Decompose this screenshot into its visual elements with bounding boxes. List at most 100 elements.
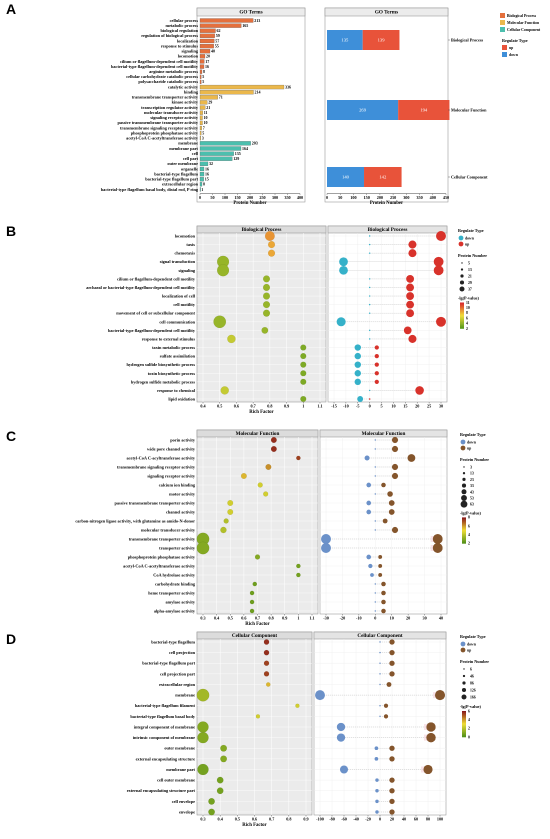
down-point xyxy=(374,529,376,531)
up-point xyxy=(403,326,412,335)
y-tick-label: envelope xyxy=(179,809,195,814)
bar xyxy=(199,171,205,177)
rich-factor-point xyxy=(262,283,271,291)
data-label: 17 xyxy=(205,59,209,64)
colorbar-segment xyxy=(462,533,466,536)
data-label: 140 xyxy=(342,175,350,180)
bar-up xyxy=(398,100,450,120)
colorbar-segment xyxy=(462,715,466,717)
legend-size-dot xyxy=(462,681,466,685)
data-label: 16 xyxy=(205,166,209,171)
colorbar-segment xyxy=(462,728,466,730)
chart-title: GO Terms xyxy=(375,10,398,16)
data-label: 5 xyxy=(202,74,204,79)
legend-size-dot xyxy=(460,268,464,271)
down-point xyxy=(357,396,364,402)
down-point xyxy=(374,583,376,585)
legend-label: 3 xyxy=(470,466,472,470)
down-point xyxy=(354,370,361,377)
legend-label: up xyxy=(467,447,471,451)
panel-letter-a: A xyxy=(6,1,16,17)
down-point xyxy=(379,662,381,664)
legend-label: 6 xyxy=(466,316,468,320)
rich-factor-point xyxy=(213,315,227,329)
x-tick-label: 10 xyxy=(391,404,395,409)
colorbar-segment xyxy=(460,324,464,326)
legend-size-dot xyxy=(462,674,466,678)
data-label: 8 xyxy=(203,69,205,74)
legend-swatch xyxy=(502,52,507,57)
colorbar-segment xyxy=(460,320,464,323)
rich-factor-point xyxy=(300,344,307,351)
data-label: 71 xyxy=(219,95,223,100)
x-tick-label: 10 xyxy=(390,616,394,621)
legend-label: 6 xyxy=(470,668,472,672)
legend-label: down xyxy=(467,643,477,647)
down-point xyxy=(374,466,376,468)
bar xyxy=(199,69,203,74)
y-tick-label: transmembrane signaling receptor activit… xyxy=(120,125,199,130)
up-point xyxy=(408,240,417,249)
legend-label: 4 xyxy=(466,322,468,326)
legend-label: 2 xyxy=(468,727,470,731)
bar xyxy=(199,28,216,33)
bar xyxy=(199,59,205,64)
legend-label: 13 xyxy=(470,472,474,476)
legend-size-dot xyxy=(461,483,467,488)
x-tick-label: 300 xyxy=(272,195,278,200)
legend-label: 33 xyxy=(470,484,474,488)
rich-factor-point xyxy=(262,275,271,283)
down-point xyxy=(379,683,381,686)
legend-label: 8 xyxy=(468,516,470,520)
legend-label: down xyxy=(465,237,475,241)
x-tick-label: 0.6 xyxy=(241,616,246,621)
y-tick-label: calcium ion binding xyxy=(159,482,196,487)
bar xyxy=(199,79,202,85)
down-point xyxy=(374,610,376,612)
down-point xyxy=(366,500,372,506)
y-tick-label: sulfate assimilation xyxy=(160,354,196,359)
y-tick-label: signaling receptor activity xyxy=(150,115,198,120)
legend-swatch xyxy=(500,27,505,32)
data-label: 16 xyxy=(205,64,209,69)
x-tick-label: 5 xyxy=(381,404,383,409)
rich-factor-point xyxy=(227,509,234,515)
x-tick-label: -10 xyxy=(343,404,349,409)
colorbar-segment xyxy=(460,310,464,312)
up-point xyxy=(388,509,395,515)
up-point xyxy=(389,745,395,751)
y-tick-label: intrinsic component of membrane xyxy=(133,735,195,740)
down-point xyxy=(368,563,373,569)
y-tick-label: taxis xyxy=(186,242,195,247)
down-point xyxy=(368,389,371,392)
chart-title: Molecular Function xyxy=(236,431,280,437)
y-tick-label: acetyl-CoA C-acyltransferase activity xyxy=(127,455,196,460)
legend-swatch xyxy=(460,439,466,445)
colorbar-segment xyxy=(462,529,466,531)
legend-label: up xyxy=(465,243,469,247)
y-tick-label: hydrogen sulfide metabolic process xyxy=(131,379,196,384)
colorbar-segment xyxy=(462,528,466,530)
legend-size-dot xyxy=(459,286,465,292)
up-point xyxy=(378,573,383,577)
colorbar-segment xyxy=(462,541,466,543)
data-label: 11 xyxy=(204,110,208,115)
data-label: 139 xyxy=(378,38,386,43)
down-point xyxy=(375,810,379,814)
chart-title: Cellular Component xyxy=(357,633,403,639)
colorbar-segment xyxy=(462,724,466,726)
colorbar-segment xyxy=(462,729,466,731)
colorbar-segment xyxy=(462,521,466,524)
y-tick-label: extracellular region xyxy=(162,182,199,187)
rich-factor-point xyxy=(240,473,247,479)
regulate-panel xyxy=(327,225,448,403)
x-tick-label: -100 xyxy=(316,817,324,822)
down-point xyxy=(366,509,372,515)
x-tick-label: 150 xyxy=(364,195,370,200)
up-point xyxy=(387,491,393,497)
down-point xyxy=(374,520,376,522)
data-label: 20 xyxy=(206,54,210,59)
rich-factor-point xyxy=(300,378,307,385)
chart-title: Biological Process xyxy=(368,227,408,233)
down-point xyxy=(374,746,379,751)
